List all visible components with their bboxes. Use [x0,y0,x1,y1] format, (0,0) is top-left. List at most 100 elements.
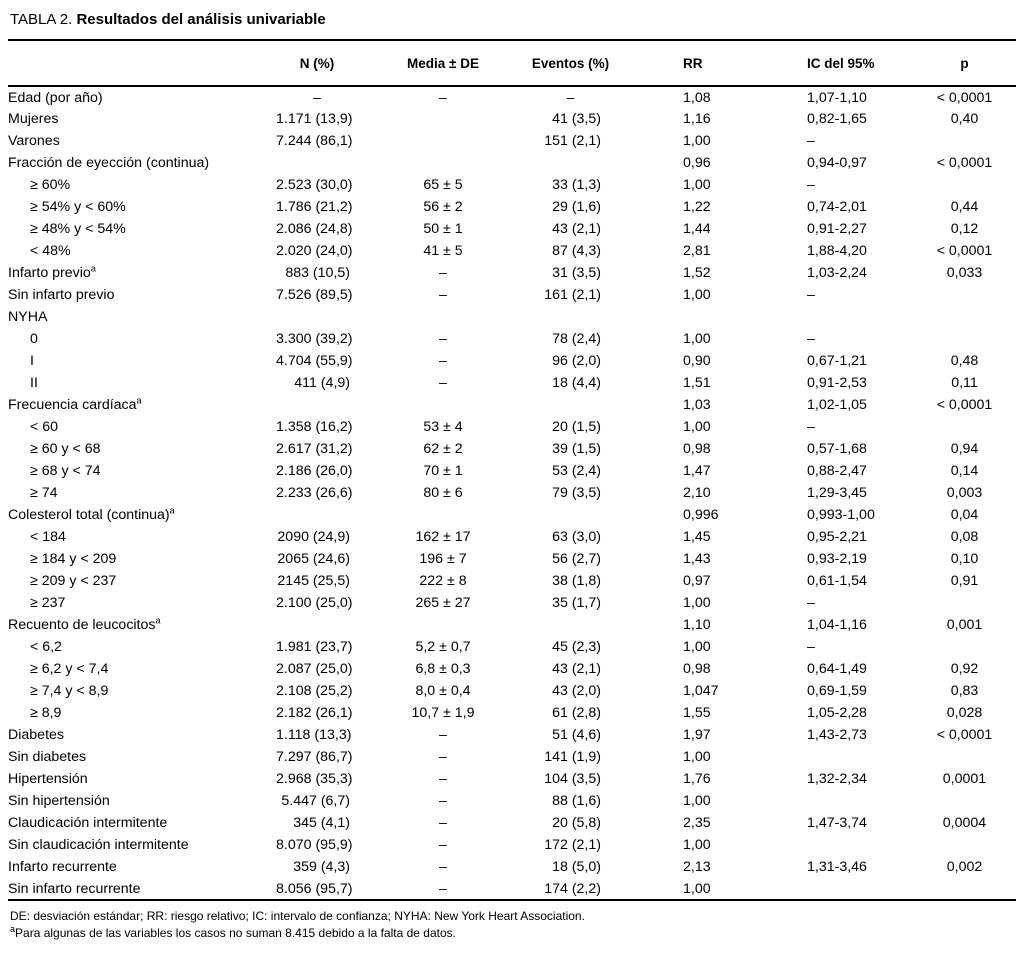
table-row: < 48% 2.020 (24,0) 41 ± 5 87 (4,3) 2,81 … [8,240,1016,262]
cell-media-de: 222 ± 8 [419,573,467,589]
cell-p-value: 0,48 [950,353,979,369]
cell-media-de [358,130,528,152]
cell-n-percent: 2.523 (30,0) [276,177,353,193]
row-label-cell: < 60 [8,416,276,438]
cell-eventos: 78 (2,4) [552,331,601,347]
cell-p-value: < 0,0001 [936,155,993,171]
cell-rr: 2,81 [683,243,711,259]
cell-p-value: 0,44 [950,199,979,215]
cell-media-de: – [439,815,447,831]
row-label: 0 [30,331,38,347]
cell-p-value [913,416,1016,438]
header-ic-95: IC del 95% [803,40,913,87]
cell-ic-95: 1,31-3,46 [807,859,867,875]
header-eventos: Eventos (%) [528,40,613,87]
cell-n-percent: 1.786 (21,2) [276,199,353,215]
table-row: < 60 1.358 (16,2) 53 ± 4 20 (1,5) 1,00 – [8,416,1016,438]
cell-rr: 0,97 [683,573,711,589]
cell-p-value: 0,08 [950,529,979,545]
cell-eventos: 20 (5,8) [552,815,601,831]
cell-ic-95: 0,993-1,00 [807,507,875,523]
cell-eventos [528,614,613,636]
table-row: Sin diabetes 7.297 (86,7) – 141 (1,9) 1,… [8,746,1016,768]
row-label-cell: ≥ 54% y < 60% [8,196,276,218]
footnote-a-marker: a [169,505,175,516]
cell-media-de: 70 ± 1 [423,463,463,479]
table-row: Varones 7.244 (86,1) 151 (2,1) 1,00 – [8,130,1016,152]
cell-rr: 1,16 [683,111,711,127]
row-label: Sin infarto previo [8,287,115,303]
cell-ic-95: 0,67-1,21 [807,353,867,369]
table-row: ≥ 209 y < 237 2145 (25,5) 222 ± 8 38 (1,… [8,570,1016,592]
cell-ic-95: – [807,177,815,193]
cell-ic-95: 0,64-1,49 [807,661,867,677]
cell-media-de: 265 ± 27 [415,595,471,611]
cell-rr: 1,47 [683,463,711,479]
cell-n-percent: 2.233 (26,6) [276,485,353,501]
cell-p-value: 0,10 [950,551,979,567]
row-label: ≥ 74 [30,485,58,501]
cell-rr [613,306,803,328]
table-row: Edad (por año) – – – 1,08 1,07-1,10 < 0,… [8,86,1016,108]
table-row: ≥ 7,4 y < 8,9 2.108 (25,2) 8,0 ± 0,4 43 … [8,680,1016,702]
cell-ic-95: 1,02-1,05 [807,397,867,413]
table-row: Recuento de leucocitosa 1,10 1,04-1,16 0… [8,614,1016,636]
table-row: Infarto previoa 883 (10,5) – 31 (3,5) 1,… [8,262,1016,284]
cell-rr: 1,00 [683,133,711,149]
cell-n-percent: 1.118 (13,3) [276,727,352,743]
cell-eventos: 104 (3,5) [544,771,601,787]
cell-rr: 0,98 [683,441,711,457]
cell-media-de: – [439,89,447,106]
row-label: Fracción de eyección (continua) [8,155,210,171]
cell-n-percent: 2.087 (25,0) [276,661,353,677]
cell-ic-95: – [807,639,815,655]
cell-media-de: – [439,793,447,809]
row-label: ≥ 209 y < 237 [30,573,117,589]
cell-eventos: 51 (4,6) [552,727,601,743]
row-label-cell: ≥ 74 [8,482,276,504]
cell-eventos: 151 (2,1) [544,133,601,149]
cell-ic-95: 1,29-3,45 [807,485,867,501]
cell-n-percent: 883 (10,5) [285,265,350,281]
cell-media-de: – [439,353,447,369]
cell-n-percent: 2145 (25,5) [277,573,350,589]
cell-media-de: – [439,837,447,853]
row-label: NYHA [8,309,48,325]
cell-eventos [528,394,613,416]
cell-p-value: < 0,0001 [936,397,993,413]
row-label-cell: Infarto recurrente [8,856,276,878]
cell-eventos: 43 (2,0) [552,683,601,699]
cell-rr: 2,13 [683,859,711,875]
row-label-cell: Sin infarto previo [8,284,276,306]
footnote-a-marker: a [136,395,142,406]
cell-ic-95: 0,61-1,54 [807,573,867,589]
cell-eventos: 20 (1,5) [552,419,601,435]
cell-rr: 0,98 [683,661,711,677]
cell-n-percent: 345 (4,1) [293,815,350,831]
cell-p-value: 0,91 [950,573,979,589]
cell-rr: 1,43 [683,551,711,567]
cell-ic-95 [803,790,913,812]
row-label-cell: 0 [8,328,276,350]
cell-eventos [528,504,613,526]
cell-p-value: 0,92 [950,661,979,677]
row-label: Claudicación intermitente [8,815,168,831]
cell-p-value [913,284,1016,306]
table-row: ≥ 54% y < 60% 1.786 (21,2) 56 ± 2 29 (1,… [8,196,1016,218]
row-label-cell: Mujeres [8,108,276,130]
cell-media-de: 162 ± 17 [415,529,471,545]
row-label: ≥ 7,4 y < 8,9 [30,683,109,699]
cell-media-de: – [439,287,447,303]
row-label-cell: Diabetes [8,724,276,746]
cell-rr: 1,00 [683,177,711,193]
cell-media-de: 80 ± 6 [423,485,463,501]
cell-media-de: 6,8 ± 0,3 [415,661,471,677]
cell-ic-95 [803,306,913,328]
cell-p-value [913,746,1016,768]
cell-media-de: 5,2 ± 0,7 [415,639,471,655]
cell-rr: 1,00 [683,880,711,897]
cell-eventos: 141 (1,9) [544,749,601,765]
cell-rr: 2,10 [683,485,711,501]
cell-media-de: 8,0 ± 0,4 [415,683,471,699]
cell-rr: 0,996 [683,507,719,523]
